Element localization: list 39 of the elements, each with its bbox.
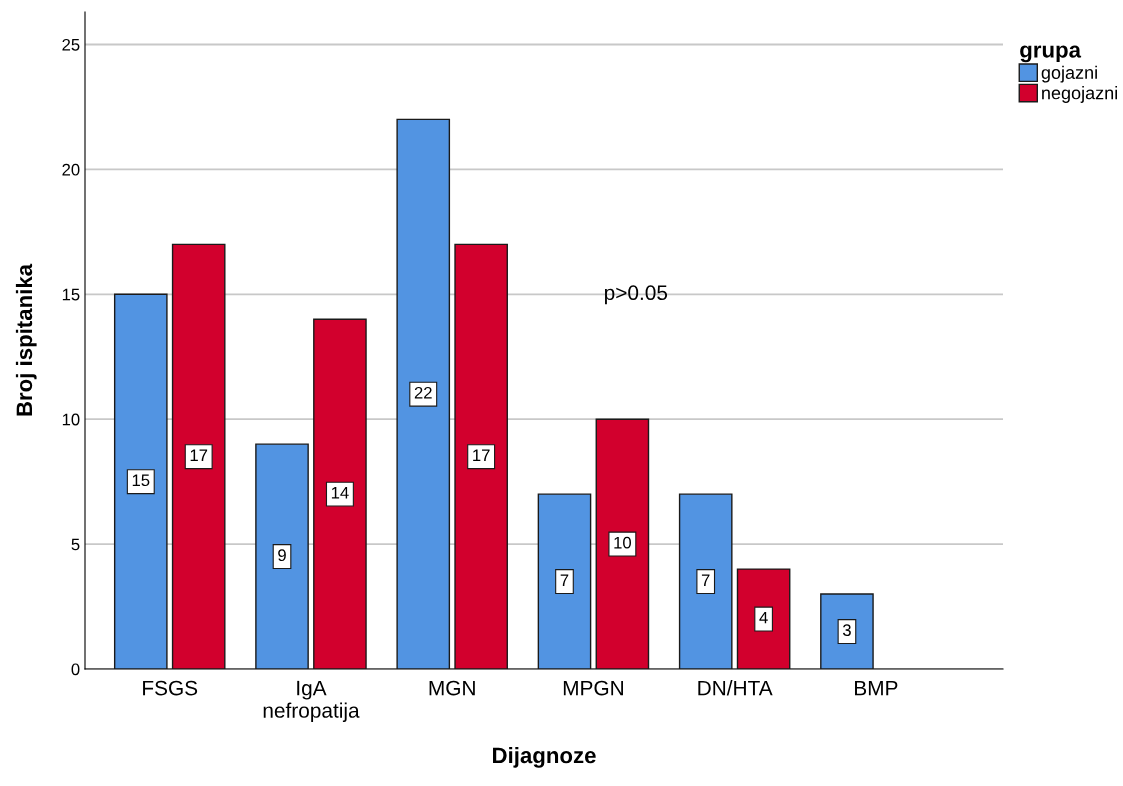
x-axis-title: Dijagnoze xyxy=(493,746,596,768)
bar xyxy=(255,443,309,669)
legend-label: gojazni xyxy=(1041,65,1097,83)
y-tick-label: 15 xyxy=(62,288,80,301)
bar xyxy=(113,293,168,669)
bar xyxy=(313,318,367,669)
bar xyxy=(678,493,733,669)
y-tick-label: 20 xyxy=(62,163,80,176)
y-axis-title: Broj ispitanika xyxy=(15,263,37,416)
data-label: 14 xyxy=(331,486,349,499)
bar xyxy=(537,493,592,669)
data-label: 7 xyxy=(701,574,710,586)
data-label: 15 xyxy=(132,474,150,487)
y-tick-label: 25 xyxy=(62,38,80,51)
bar xyxy=(736,568,791,669)
x-tick-label: MPGN xyxy=(563,680,623,696)
bar xyxy=(171,243,226,669)
y-tick-label: 0 xyxy=(71,663,80,676)
data-label: 10 xyxy=(614,536,631,549)
data-label: 9 xyxy=(278,549,286,562)
bar xyxy=(595,418,650,669)
data-label: 17 xyxy=(473,449,490,461)
x-tick-label: DN/HTA xyxy=(698,680,773,696)
data-label: 7 xyxy=(560,574,569,586)
data-label: 17 xyxy=(190,449,208,461)
data-label: 22 xyxy=(414,386,432,399)
legend-title: grupa xyxy=(1020,45,1082,63)
x-tick-label: FSGS xyxy=(143,680,198,696)
bar xyxy=(396,118,451,669)
x-tick-label: BMP xyxy=(855,680,898,696)
x-tick-label: MGN xyxy=(429,680,475,696)
y-tick-label: 5 xyxy=(71,538,80,551)
data-label: 3 xyxy=(842,624,851,636)
y-tick-label: 10 xyxy=(62,413,80,426)
annotation: p>0.05 xyxy=(605,285,668,305)
data-label: 4 xyxy=(759,611,768,624)
x-tick-label: IgA nefropatija xyxy=(263,680,360,722)
bar xyxy=(454,243,508,669)
legend-label: negojazni xyxy=(1042,86,1117,103)
